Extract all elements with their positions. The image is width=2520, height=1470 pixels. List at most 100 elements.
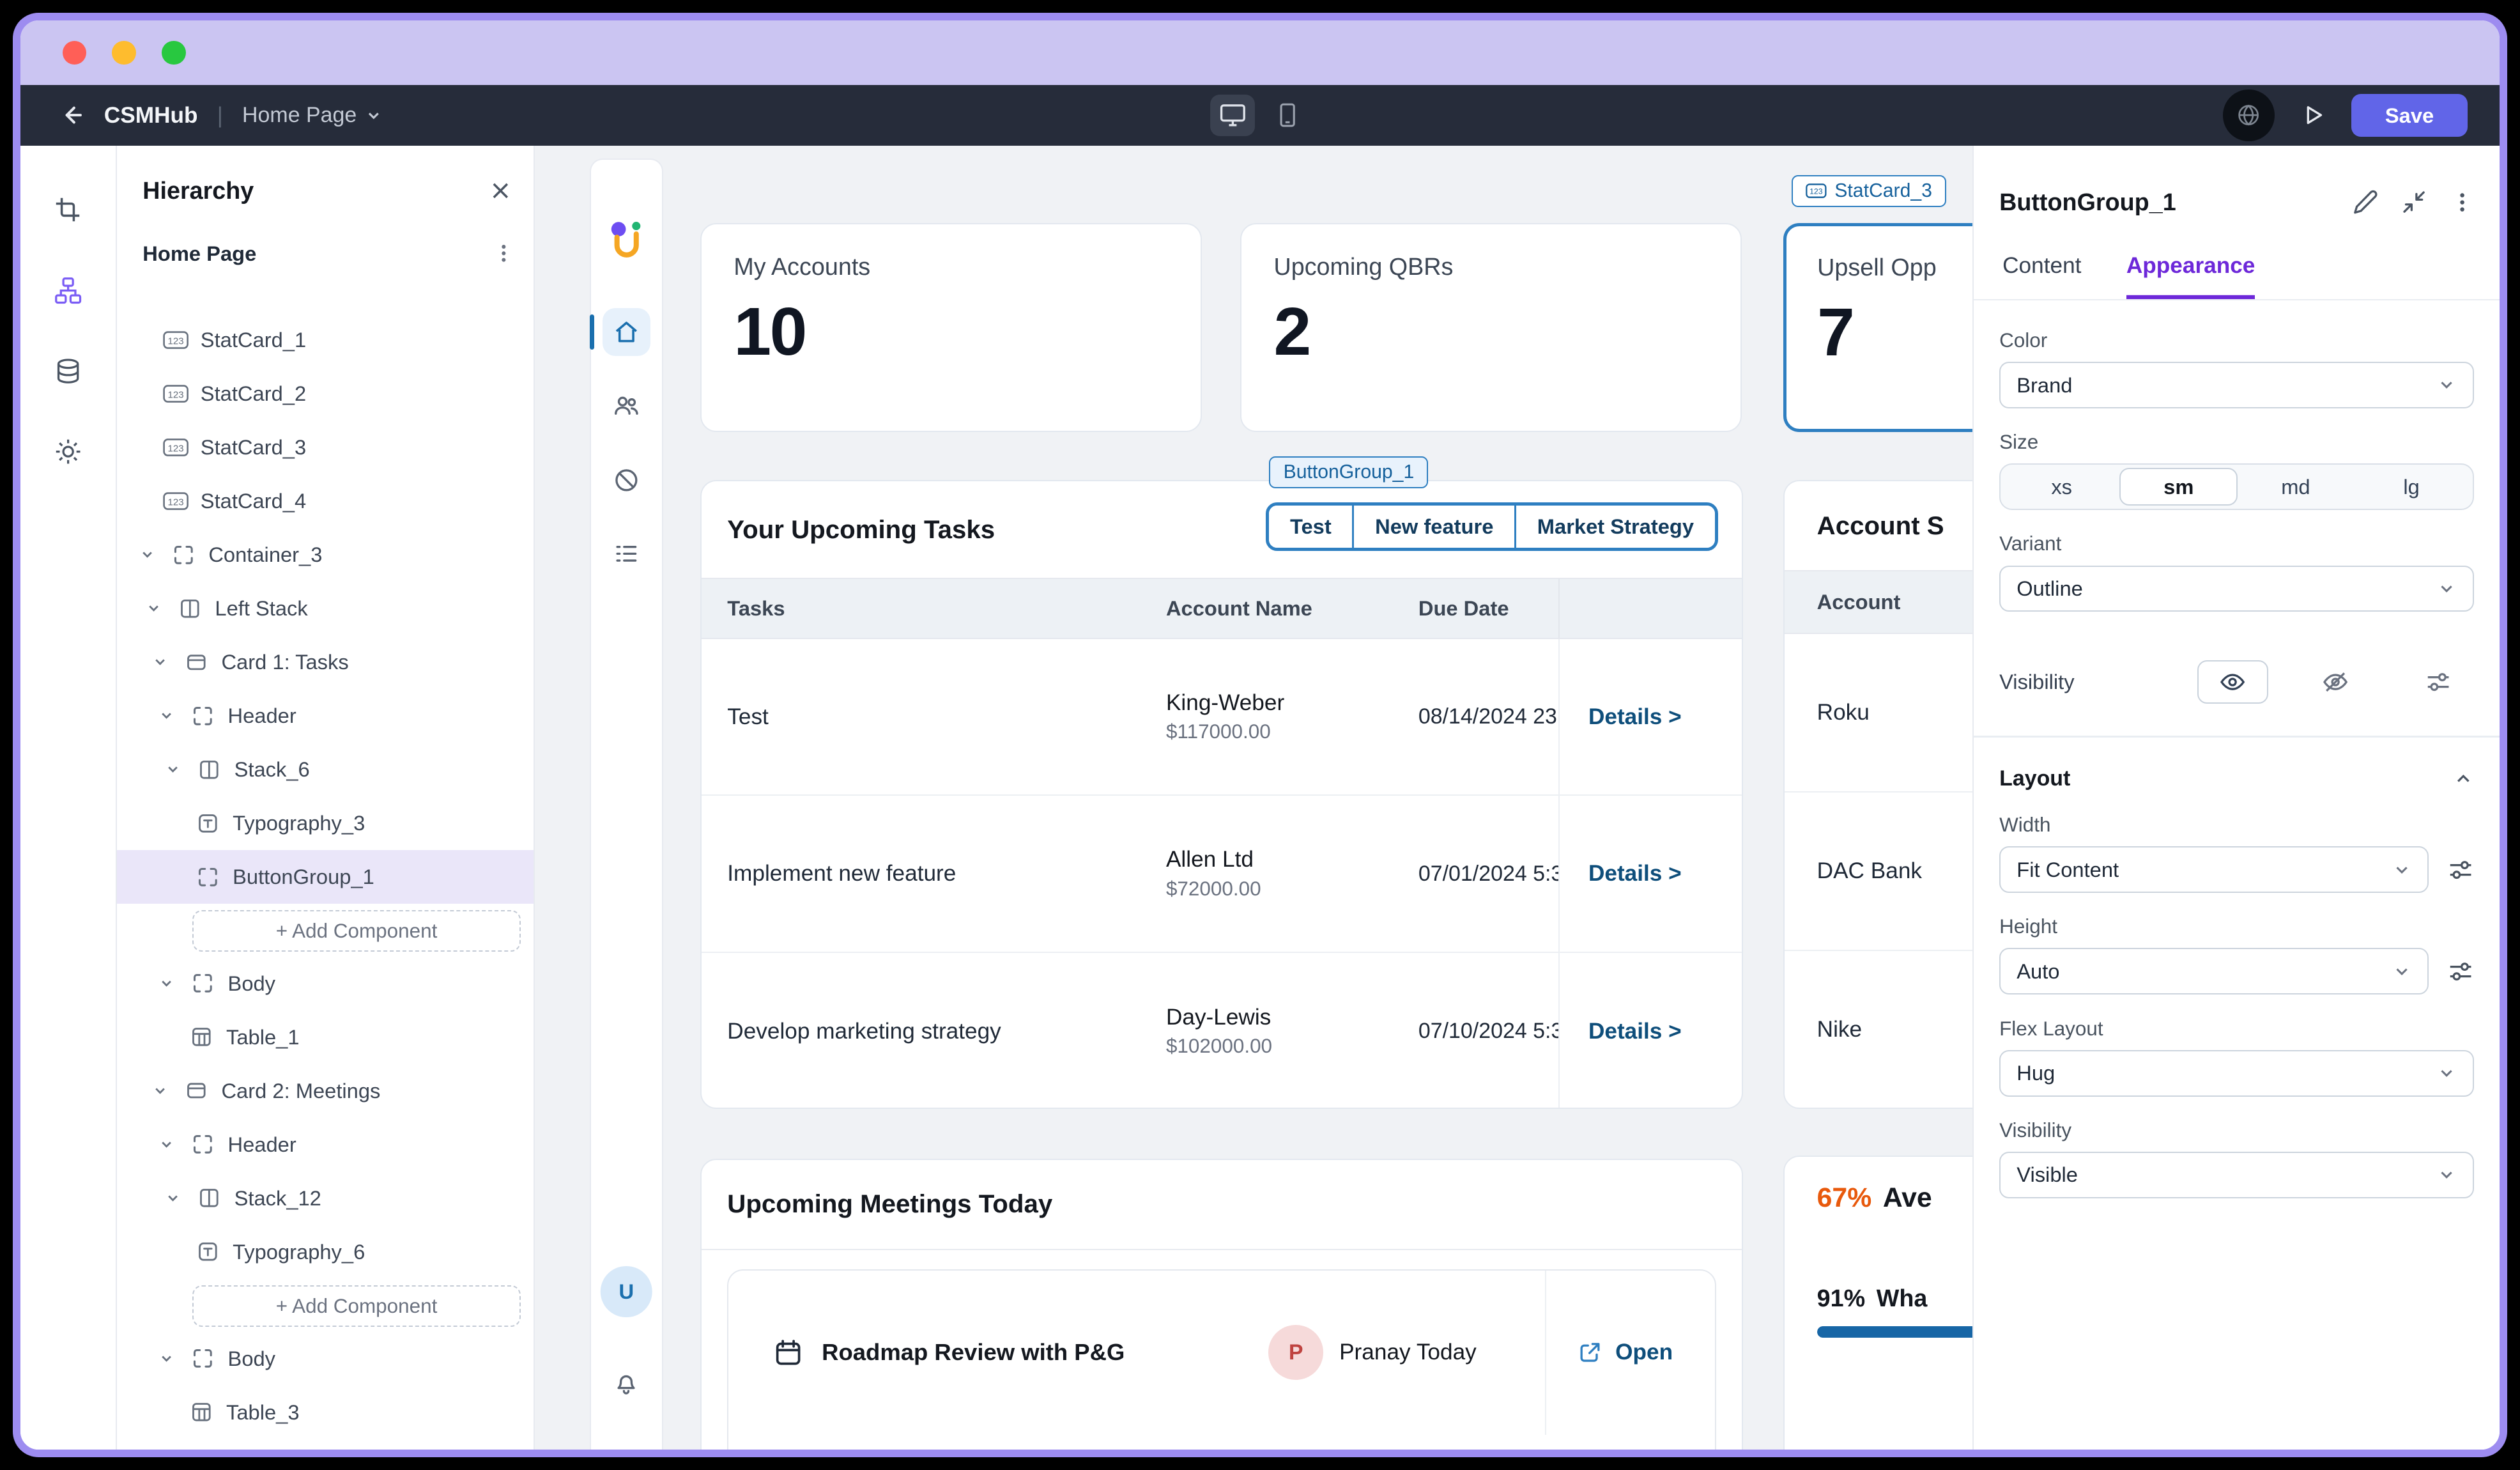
kebab-menu-icon[interactable] xyxy=(493,243,514,264)
page-switcher[interactable]: Home Page xyxy=(242,103,382,128)
app-logo xyxy=(606,218,647,259)
selected-component-tag[interactable]: ButtonGroup_1 xyxy=(1269,456,1429,489)
save-button[interactable]: Save xyxy=(2351,93,2468,137)
edit-icon[interactable] xyxy=(2352,189,2378,215)
hierarchy-item-table-3[interactable]: Table_3 xyxy=(117,1386,534,1439)
add-component-button[interactable]: + Add Component xyxy=(192,1285,521,1327)
close-icon[interactable] xyxy=(490,180,511,201)
database-icon[interactable] xyxy=(39,342,97,400)
details-link[interactable]: Details > xyxy=(1588,1018,1682,1044)
zoom-window-button[interactable] xyxy=(162,40,187,65)
height-select[interactable]: Auto xyxy=(1999,948,2429,995)
hierarchy-item-statcard-4[interactable]: 123 StatCard_4 xyxy=(117,474,534,528)
hierarchy-item-statcard-2[interactable]: 123 StatCard_2 xyxy=(117,367,534,421)
hierarchy-item-card-2-meetings[interactable]: Card 2: Meetings xyxy=(117,1064,534,1118)
details-link[interactable]: Details > xyxy=(1588,861,1682,886)
open-meeting-link[interactable]: Open xyxy=(1545,1270,1715,1435)
caret-icon[interactable] xyxy=(162,1190,184,1206)
caret-icon[interactable] xyxy=(155,708,178,723)
close-window-button[interactable] xyxy=(62,40,87,65)
account-row-dac-bank[interactable]: DAC Bank xyxy=(1785,793,1972,952)
button-group: Test New feature Market Strategy xyxy=(1266,502,1718,551)
table-row[interactable]: Test King-Weber $117000.00 08/14/2024 23: De… xyxy=(702,638,1742,796)
size-option-sm[interactable]: sm xyxy=(2119,468,2238,506)
visibility-off-button[interactable] xyxy=(2300,660,2371,704)
size-option-lg[interactable]: lg xyxy=(2353,468,2469,506)
column-header: Due Date xyxy=(1418,596,1509,621)
hierarchy-item-container-3[interactable]: Container_3 xyxy=(117,528,534,582)
flex-layout-select[interactable]: Hug xyxy=(1999,1049,2474,1097)
dynamic-width-icon[interactable] xyxy=(2448,857,2473,883)
caret-icon[interactable] xyxy=(155,1136,178,1152)
dynamic-height-icon[interactable] xyxy=(2448,959,2473,984)
hierarchy-item-typography-3[interactable]: Typography_3 xyxy=(117,796,534,850)
desktop-view-button[interactable] xyxy=(1210,94,1256,137)
caret-icon[interactable] xyxy=(162,761,184,777)
caret-icon[interactable] xyxy=(155,975,178,991)
tab-appearance[interactable]: Appearance xyxy=(2126,233,2255,299)
caret-icon[interactable] xyxy=(142,600,165,616)
gear-icon[interactable] xyxy=(39,422,97,481)
hierarchy-item-card-1-tasks[interactable]: Card 1: Tasks xyxy=(117,635,534,689)
caret-icon[interactable] xyxy=(155,1350,178,1366)
hierarchy-item-header[interactable]: Header xyxy=(117,1118,534,1172)
user-avatar[interactable]: U xyxy=(601,1265,652,1318)
size-option-md[interactable]: md xyxy=(2238,468,2353,506)
selected-component-tag[interactable]: 123 StatCard_3 xyxy=(1791,174,1947,207)
nav-blocked[interactable] xyxy=(603,456,650,504)
task-filter-button-market-strategy[interactable]: Market Strategy xyxy=(1514,506,1715,548)
collapse-panel-icon[interactable] xyxy=(2401,189,2427,215)
add-component-button[interactable]: + Add Component xyxy=(192,909,521,952)
minimize-window-button[interactable] xyxy=(112,40,137,65)
caret-icon[interactable] xyxy=(149,654,171,670)
caret-icon[interactable] xyxy=(136,546,158,562)
hierarchy-item-header[interactable]: Header xyxy=(117,689,534,743)
kebab-menu-icon[interactable] xyxy=(2451,191,2473,213)
preview-play-button[interactable] xyxy=(2300,102,2326,128)
visibility-select[interactable]: Visible xyxy=(1999,1151,2474,1198)
environment-button[interactable] xyxy=(2223,89,2275,141)
tasks-table-body: Test King-Weber $117000.00 08/14/2024 23: De… xyxy=(702,638,1742,1108)
stat-card-3[interactable]: Upsell Opp 7 xyxy=(1783,223,1972,433)
stat-card-1[interactable]: My Accounts 10 xyxy=(700,223,1202,433)
tab-content[interactable]: Content xyxy=(2002,252,2082,278)
nav-users[interactable] xyxy=(603,382,650,429)
stat-card-2[interactable]: Upcoming QBRs 2 xyxy=(1240,223,1742,433)
numeric-icon: 123 xyxy=(160,438,191,457)
nav-home[interactable] xyxy=(589,307,651,357)
hierarchy-icon[interactable] xyxy=(39,261,97,320)
hierarchy-root-row[interactable]: Home Page xyxy=(117,229,534,277)
stat-card-title: Upcoming QBRs xyxy=(1273,253,1454,281)
hierarchy-item-statcard-3[interactable]: 123 StatCard_3 xyxy=(117,421,534,474)
chevron-up-icon[interactable] xyxy=(2453,768,2474,789)
variant-select[interactable]: Outline xyxy=(1999,565,2474,612)
hierarchy-item-stack-6[interactable]: Stack_6 xyxy=(117,743,534,796)
account-row-nike[interactable]: Nike xyxy=(1785,951,1972,1108)
width-select[interactable]: Fit Content xyxy=(1999,846,2429,894)
table-row[interactable]: Implement new feature Allen Ltd $72000.00 0… xyxy=(702,796,1742,953)
hierarchy-item-stack-12[interactable]: Stack_12 xyxy=(117,1172,534,1225)
color-select[interactable]: Brand xyxy=(1999,362,2474,409)
account-row-roku[interactable]: Roku xyxy=(1785,634,1972,793)
hierarchy-item-body[interactable]: Body xyxy=(117,957,534,1010)
hierarchy-item-body[interactable]: Body xyxy=(117,1332,534,1386)
notifications-bell-icon[interactable] xyxy=(613,1369,640,1396)
frame-tool-icon[interactable] xyxy=(39,182,97,240)
meeting-row[interactable]: Roadmap Review with P&G P Pranay Today xyxy=(728,1270,1715,1435)
hierarchy-item-table-1[interactable]: Table_1 xyxy=(117,1010,534,1064)
nav-checklist[interactable] xyxy=(603,530,650,578)
visibility-on-button[interactable] xyxy=(2197,660,2268,704)
hierarchy-item-typography-6[interactable]: Typography_6 xyxy=(117,1225,534,1279)
size-option-xs[interactable]: xs xyxy=(2004,468,2119,506)
hierarchy-item-left-stack[interactable]: Left Stack xyxy=(117,582,534,635)
table-row[interactable]: Develop marketing strategy Day-Lewis $1020… xyxy=(702,952,1742,1108)
task-filter-button-test[interactable]: Test xyxy=(1269,506,1353,548)
caret-icon[interactable] xyxy=(149,1083,171,1099)
hierarchy-item-buttongroup-1[interactable]: ButtonGroup_1 xyxy=(117,849,534,904)
details-link[interactable]: Details > xyxy=(1588,704,1682,729)
hierarchy-item-statcard-1[interactable]: 123 StatCard_1 xyxy=(117,313,534,367)
task-filter-button-new-feature[interactable]: New feature xyxy=(1352,506,1515,548)
back-icon[interactable] xyxy=(59,102,84,128)
mobile-view-button[interactable] xyxy=(1265,95,1310,136)
visibility-dynamic-button[interactable] xyxy=(2403,660,2474,704)
